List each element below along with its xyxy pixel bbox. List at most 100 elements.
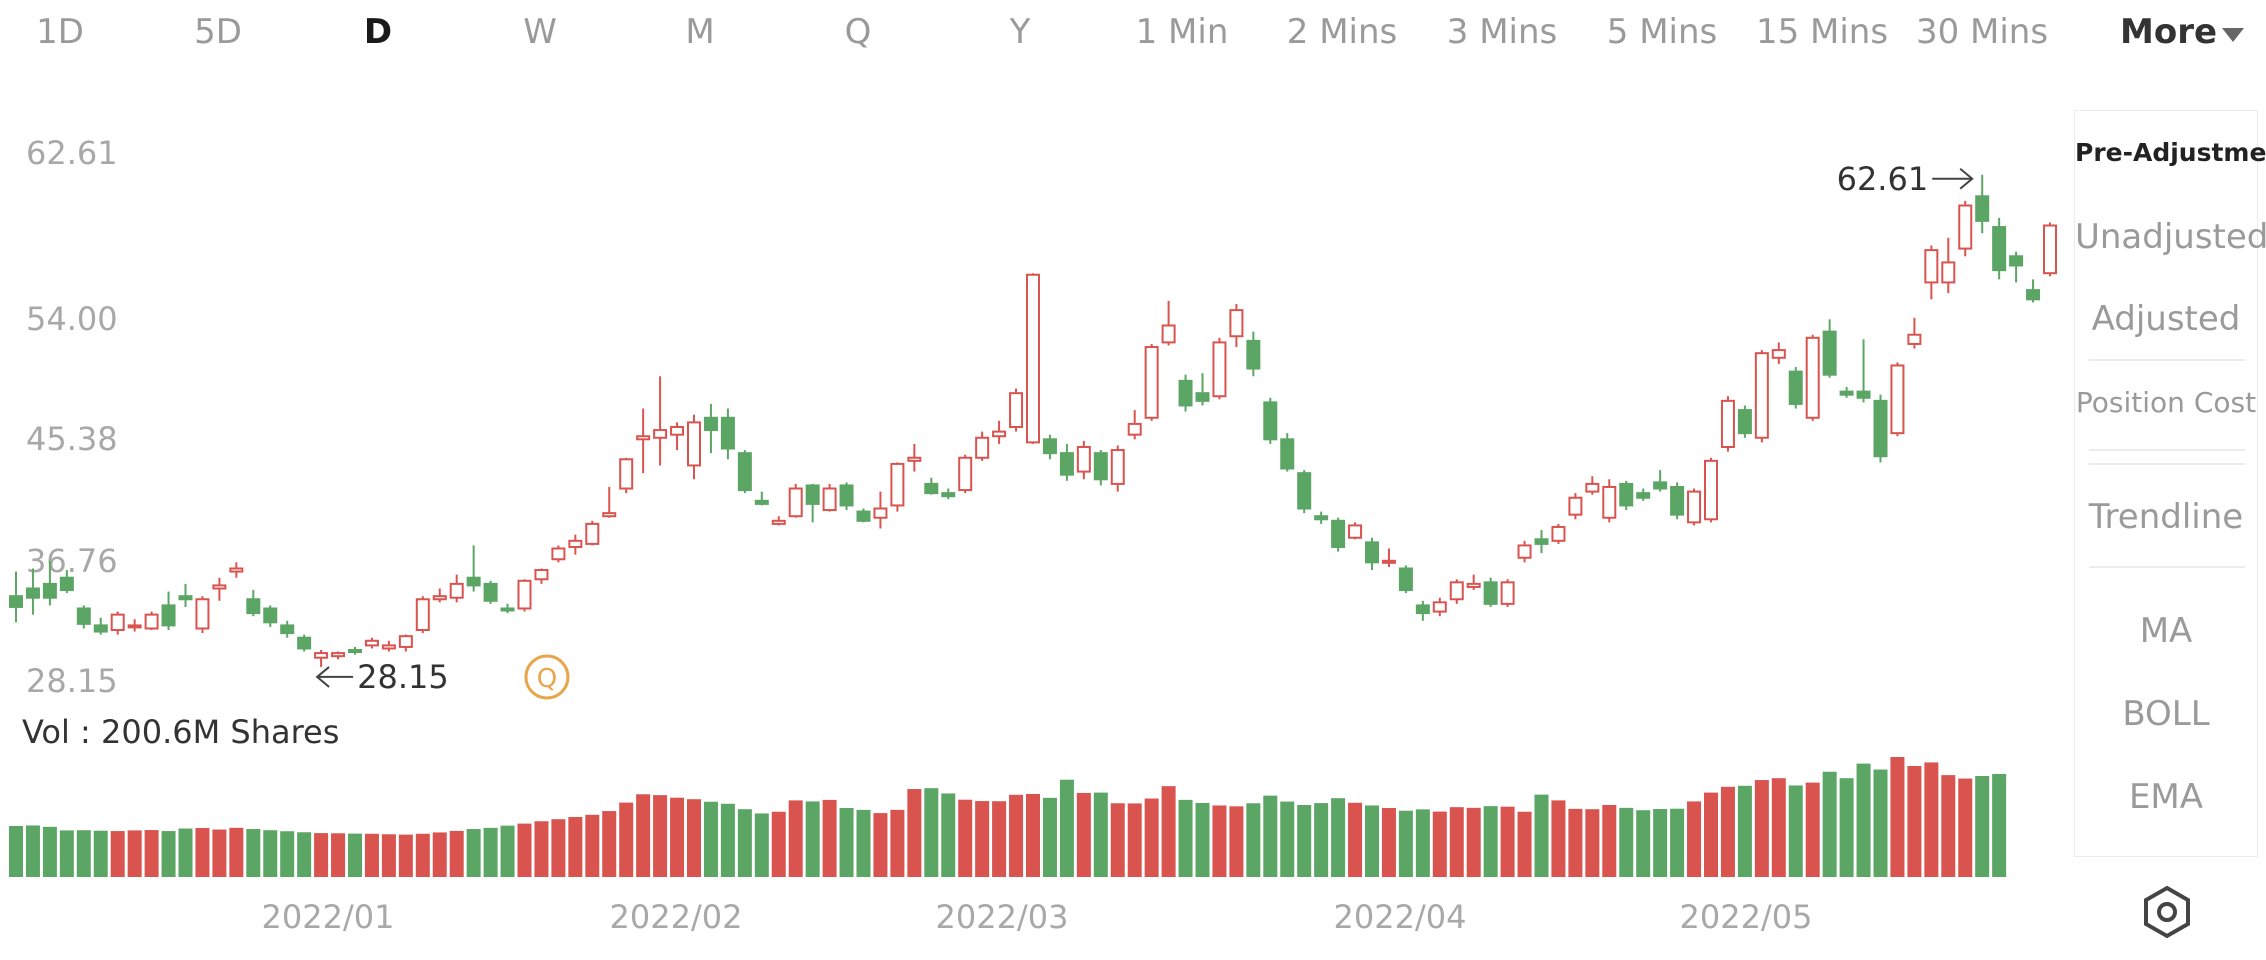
volume-bar xyxy=(771,811,786,877)
candle-body xyxy=(1042,438,1057,455)
ema-indicator[interactable]: EMA xyxy=(2128,777,2204,817)
volume-bar xyxy=(1670,808,1685,877)
stock-chart[interactable]: 62.61 54.00 45.38 36.76 28.15 62.61 28.15 Q Vol … xyxy=(0,80,2060,940)
candle-body xyxy=(856,510,871,522)
candle-body xyxy=(1110,449,1125,485)
volume-bar xyxy=(551,819,566,877)
candle-body xyxy=(975,436,990,459)
volume-bar xyxy=(1365,805,1379,877)
candle-body xyxy=(1517,544,1532,559)
unadjusted-option[interactable]: Unadjusted xyxy=(2075,217,2266,257)
candle-body xyxy=(670,425,685,436)
volume-bar xyxy=(805,801,820,877)
candle-body xyxy=(1602,485,1617,519)
tab-q[interactable]: Q xyxy=(844,12,872,52)
divider xyxy=(2089,359,2245,361)
volume-bar xyxy=(1432,811,1447,877)
candle-body xyxy=(280,624,295,635)
event-marker-label: Q xyxy=(537,664,557,694)
candle-body xyxy=(1534,538,1549,545)
volume-bar xyxy=(42,826,57,877)
candle-body xyxy=(1873,399,1888,458)
chevron-down-icon[interactable] xyxy=(2222,28,2244,42)
volume-bar xyxy=(1653,809,1668,877)
candle-body xyxy=(110,613,125,632)
volume-bar xyxy=(653,795,668,877)
candle-body xyxy=(1365,541,1379,564)
volume-bar xyxy=(1076,792,1091,877)
volume-bar xyxy=(483,827,498,877)
volume-bar xyxy=(924,788,939,877)
tab-30-mins[interactable]: 30 Mins xyxy=(1915,12,2049,52)
candle-body xyxy=(788,487,803,518)
volume-bar xyxy=(1381,808,1396,877)
volume-bar xyxy=(1280,801,1295,877)
tab-5d[interactable]: 5D xyxy=(194,12,242,52)
volume-bar xyxy=(1822,771,1837,877)
adjusted-option[interactable]: Adjusted xyxy=(2091,299,2241,339)
y-tick-label: 45.38 xyxy=(26,420,118,458)
volume-bar xyxy=(687,799,701,877)
volume-bar xyxy=(1483,806,1498,877)
volume-bar xyxy=(1805,782,1820,877)
candle-body xyxy=(466,576,481,587)
volume-bar xyxy=(1348,802,1363,877)
volume-bar xyxy=(76,830,91,877)
candle-body xyxy=(1720,399,1735,448)
candle-body xyxy=(398,635,413,648)
candle-body xyxy=(1212,341,1227,398)
volume-bar xyxy=(178,828,193,877)
volume-bar xyxy=(517,823,532,877)
candles xyxy=(9,174,2060,667)
tab-1d[interactable]: 1D xyxy=(36,12,84,52)
volume-bars xyxy=(9,757,2007,877)
volume-bar xyxy=(619,802,634,877)
tab-2-mins[interactable]: 2 Mins xyxy=(1286,12,1398,52)
candle-body xyxy=(1127,422,1142,436)
boll-indicator[interactable]: BOLL xyxy=(2122,694,2210,734)
volume-bar xyxy=(229,827,244,877)
pre-adjustment-option[interactable]: Pre-Adjustment xyxy=(2075,138,2266,167)
candle-body xyxy=(1856,390,1871,399)
volume-bar xyxy=(1246,803,1261,877)
tab-m[interactable]: M xyxy=(685,12,715,52)
candle-body xyxy=(805,484,820,505)
volume-bar xyxy=(568,817,583,877)
candle-body xyxy=(263,607,278,624)
tab-3-mins[interactable]: 3 Mins xyxy=(1446,12,1558,52)
volume-bar xyxy=(1398,810,1413,877)
volume-bar xyxy=(1331,798,1346,877)
tab-d[interactable]: D xyxy=(363,12,393,52)
y-tick-label: 62.61 xyxy=(26,134,118,172)
volume-bar xyxy=(1771,778,1786,877)
settings-icon[interactable] xyxy=(2140,885,2194,939)
high-price-label: 62.61 xyxy=(1837,160,1929,198)
volume-bar xyxy=(432,832,447,877)
volume-bar xyxy=(1907,765,1922,877)
volume-bar xyxy=(1856,763,1871,877)
candle-body xyxy=(754,499,769,505)
ma-indicator[interactable]: MA xyxy=(2139,611,2193,651)
tab-15-mins[interactable]: 15 Mins xyxy=(1755,12,1889,52)
candle-body xyxy=(1568,496,1583,516)
candle-body xyxy=(1026,273,1040,444)
candle-body xyxy=(1178,379,1193,407)
trendline-option[interactable]: Trendline xyxy=(2088,497,2244,537)
candle-body xyxy=(1314,515,1329,521)
more-periods-button[interactable]: More xyxy=(2120,12,2218,52)
candle-body xyxy=(1636,492,1651,499)
volume-bar xyxy=(1212,805,1227,877)
tab-y[interactable]: Y xyxy=(1009,12,1031,52)
volume-bar xyxy=(127,830,142,877)
period-tab-bar: 1D 5D D W M Q Y 1 Min 2 Mins 3 Mins 5 Mins 15 Mins 3… xyxy=(0,0,2070,72)
volume-bar xyxy=(1517,811,1532,877)
tab-1-min[interactable]: 1 Min xyxy=(1135,12,1229,52)
volume-bar xyxy=(110,831,125,877)
candle-body xyxy=(1670,485,1685,516)
position-cost-option[interactable]: Position Cost xyxy=(2075,386,2257,419)
volume-bar xyxy=(297,832,312,877)
volume-bar xyxy=(1619,807,1634,877)
tab-w[interactable]: W xyxy=(523,12,557,52)
tab-5-mins[interactable]: 5 Mins xyxy=(1606,12,1718,52)
candle-body xyxy=(924,482,939,495)
